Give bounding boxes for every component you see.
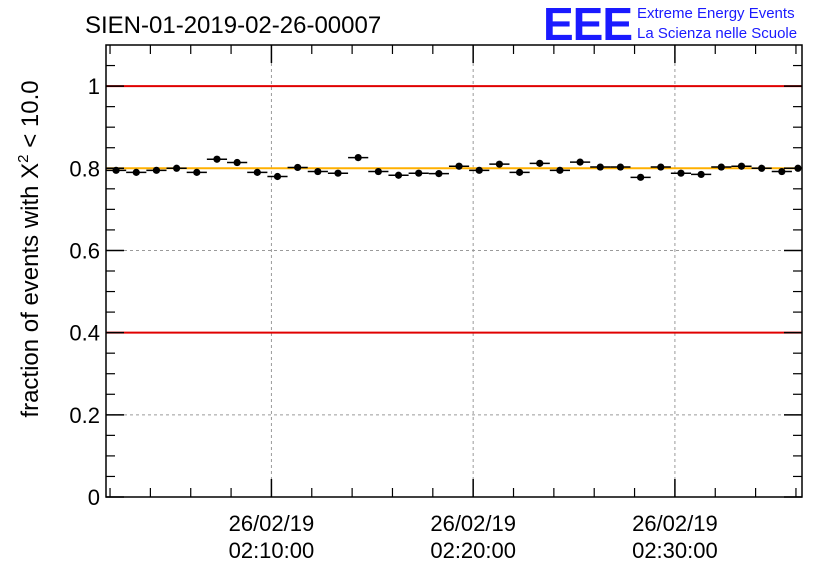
x-tick-date-label: 26/02/19 <box>229 511 315 536</box>
y-axis-label-symbol: X <box>17 163 44 179</box>
data-point <box>737 162 746 170</box>
eee-logo-mark: EEE <box>543 0 632 50</box>
x-tick-time-label: 02:10:00 <box>229 538 315 563</box>
data-point <box>354 153 362 162</box>
data-point <box>374 167 382 176</box>
x-tick-time-label: 02:20:00 <box>430 538 516 563</box>
y-tick-label: 0 <box>88 485 100 510</box>
y-axis-label-suffix: < 10.0 <box>17 80 44 154</box>
y-tick-label: 0.2 <box>69 403 100 428</box>
data-point <box>193 168 201 176</box>
y-tick-label: 0.4 <box>69 321 100 346</box>
data-point <box>677 169 685 177</box>
x-tick-time-label: 02:30:00 <box>632 538 718 563</box>
data-point <box>314 167 322 176</box>
x-tick-labels: 26/02/1902:10:0026/02/1902:20:0026/02/19… <box>229 511 718 563</box>
data-point <box>495 160 503 168</box>
axis-ticks <box>106 45 802 498</box>
data-point <box>334 169 342 177</box>
data-point <box>455 162 463 170</box>
eee-logo-line1: Extreme Energy Events <box>637 5 795 22</box>
data-point <box>253 168 261 176</box>
y-tick-labels: 0 0.2 0.4 0.6 0.8 1 <box>69 74 100 510</box>
data-point <box>576 158 584 166</box>
data-point <box>758 164 766 172</box>
data-point <box>657 163 665 171</box>
data-point <box>213 155 221 163</box>
data-point <box>173 164 181 172</box>
data-point <box>435 170 443 178</box>
y-tick-label: 0.8 <box>69 156 100 181</box>
y-tick-label: 0.6 <box>69 238 100 263</box>
data-point <box>536 159 544 167</box>
data-point <box>697 170 705 179</box>
data-points <box>106 153 802 181</box>
data-point <box>273 172 282 181</box>
data-point <box>717 163 725 171</box>
data-point <box>616 163 625 171</box>
x-tick-date-label: 26/02/19 <box>632 511 718 536</box>
data-point <box>637 173 645 181</box>
data-point <box>475 166 483 174</box>
data-point <box>152 166 161 174</box>
chart-title: SIEN-01-2019-02-26-00007 <box>85 12 381 39</box>
data-point <box>294 163 302 172</box>
data-point <box>515 168 524 176</box>
data-point <box>132 168 140 176</box>
data-point <box>556 166 564 174</box>
data-point <box>596 163 604 171</box>
data-point <box>778 167 786 176</box>
y-tick-label: 1 <box>88 74 100 99</box>
y-axis-label-prefix: fraction of events with <box>17 179 44 418</box>
data-point <box>233 158 241 167</box>
reference-lines <box>106 85 802 334</box>
data-point <box>415 169 423 177</box>
x-tick-date-label: 26/02/19 <box>430 511 516 536</box>
eee-logo-line2: La Scienza nelle Scuole <box>637 25 797 42</box>
eee-logo: EEE Extreme Energy Events La Scienza nel… <box>543 0 797 50</box>
y-axis-label: fraction of events with X2 < 10.0 <box>15 80 44 417</box>
y-axis-label-exponent: 2 <box>15 154 32 162</box>
data-point <box>394 171 403 179</box>
